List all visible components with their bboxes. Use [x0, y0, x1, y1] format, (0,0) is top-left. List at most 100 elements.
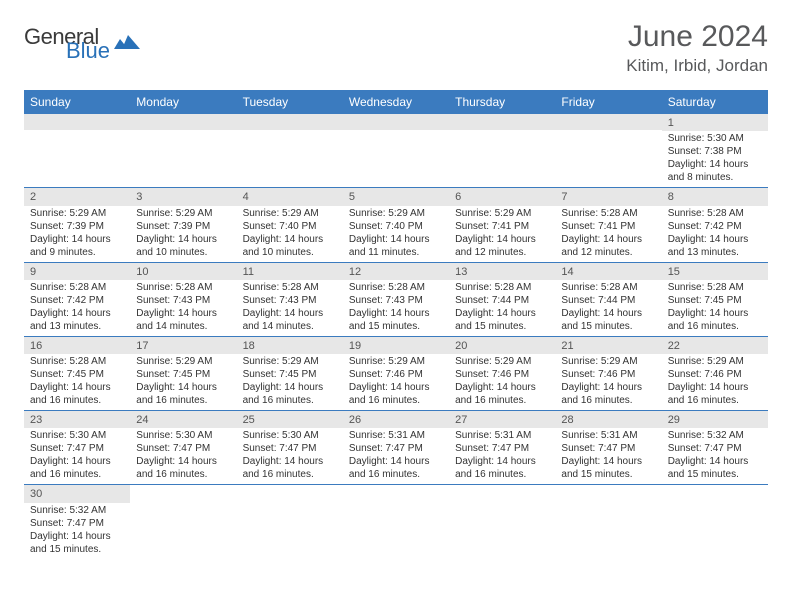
sunset-text: Sunset: 7:43 PM [136, 294, 230, 307]
day-number: 17 [130, 337, 236, 354]
day-cell: 9Sunrise: 5:28 AMSunset: 7:42 PMDaylight… [24, 263, 130, 336]
sunset-text: Sunset: 7:47 PM [455, 442, 549, 455]
day-number: 12 [343, 263, 449, 280]
sunset-text: Sunset: 7:47 PM [349, 442, 443, 455]
weekday-label: Tuesday [237, 90, 343, 114]
sunset-text: Sunset: 7:40 PM [243, 220, 337, 233]
day-cell [237, 485, 343, 558]
day-number [662, 485, 768, 501]
day-cell: 5Sunrise: 5:29 AMSunset: 7:40 PMDaylight… [343, 188, 449, 261]
day-cell: 25Sunrise: 5:30 AMSunset: 7:47 PMDayligh… [237, 411, 343, 484]
sunset-text: Sunset: 7:44 PM [455, 294, 549, 307]
day-cell: 16Sunrise: 5:28 AMSunset: 7:45 PMDayligh… [24, 337, 130, 410]
sunrise-text: Sunrise: 5:32 AM [668, 429, 762, 442]
day-details [449, 501, 555, 549]
week-row: 2Sunrise: 5:29 AMSunset: 7:39 PMDaylight… [24, 188, 768, 262]
day-cell: 19Sunrise: 5:29 AMSunset: 7:46 PMDayligh… [343, 337, 449, 410]
day-cell [449, 485, 555, 558]
day-number: 2 [24, 188, 130, 205]
daylight-text: Daylight: 14 hours and 16 minutes. [668, 307, 762, 333]
sunset-text: Sunset: 7:47 PM [561, 442, 655, 455]
daylight-text: Daylight: 14 hours and 14 minutes. [243, 307, 337, 333]
sunrise-text: Sunrise: 5:28 AM [243, 281, 337, 294]
day-details: Sunrise: 5:28 AMSunset: 7:45 PMDaylight:… [24, 354, 130, 410]
day-number: 21 [555, 337, 661, 354]
sunset-text: Sunset: 7:47 PM [30, 517, 124, 530]
day-cell [130, 114, 236, 187]
day-details: Sunrise: 5:28 AMSunset: 7:45 PMDaylight:… [662, 280, 768, 336]
day-cell [662, 485, 768, 558]
daylight-text: Daylight: 14 hours and 16 minutes. [668, 381, 762, 407]
day-cell: 15Sunrise: 5:28 AMSunset: 7:45 PMDayligh… [662, 263, 768, 336]
sunset-text: Sunset: 7:42 PM [30, 294, 124, 307]
day-cell: 4Sunrise: 5:29 AMSunset: 7:40 PMDaylight… [237, 188, 343, 261]
daylight-text: Daylight: 14 hours and 10 minutes. [243, 233, 337, 259]
daylight-text: Daylight: 14 hours and 16 minutes. [136, 455, 230, 481]
daylight-text: Daylight: 14 hours and 16 minutes. [30, 381, 124, 407]
weekday-label: Thursday [449, 90, 555, 114]
day-details: Sunrise: 5:29 AMSunset: 7:40 PMDaylight:… [237, 206, 343, 262]
day-number [343, 485, 449, 501]
daylight-text: Daylight: 14 hours and 16 minutes. [30, 455, 124, 481]
day-cell: 20Sunrise: 5:29 AMSunset: 7:46 PMDayligh… [449, 337, 555, 410]
day-number [130, 485, 236, 501]
sunset-text: Sunset: 7:47 PM [668, 442, 762, 455]
day-cell [130, 485, 236, 558]
sunrise-text: Sunrise: 5:30 AM [243, 429, 337, 442]
day-details [24, 130, 130, 178]
sunset-text: Sunset: 7:43 PM [243, 294, 337, 307]
day-number [449, 485, 555, 501]
day-details [343, 501, 449, 549]
day-details: Sunrise: 5:28 AMSunset: 7:44 PMDaylight:… [449, 280, 555, 336]
day-number: 28 [555, 411, 661, 428]
day-cell [555, 114, 661, 187]
sunrise-text: Sunrise: 5:29 AM [349, 207, 443, 220]
day-details [343, 130, 449, 178]
sunset-text: Sunset: 7:45 PM [136, 368, 230, 381]
day-cell: 29Sunrise: 5:32 AMSunset: 7:47 PMDayligh… [662, 411, 768, 484]
day-details: Sunrise: 5:29 AMSunset: 7:41 PMDaylight:… [449, 206, 555, 262]
week-row: 16Sunrise: 5:28 AMSunset: 7:45 PMDayligh… [24, 337, 768, 411]
daylight-text: Daylight: 14 hours and 10 minutes. [136, 233, 230, 259]
sunset-text: Sunset: 7:47 PM [136, 442, 230, 455]
daylight-text: Daylight: 14 hours and 15 minutes. [30, 530, 124, 556]
day-cell: 3Sunrise: 5:29 AMSunset: 7:39 PMDaylight… [130, 188, 236, 261]
daylight-text: Daylight: 14 hours and 9 minutes. [30, 233, 124, 259]
daylight-text: Daylight: 14 hours and 8 minutes. [668, 158, 762, 184]
day-number: 30 [24, 485, 130, 502]
day-details: Sunrise: 5:32 AMSunset: 7:47 PMDaylight:… [24, 503, 130, 559]
day-number [237, 485, 343, 501]
day-cell [343, 114, 449, 187]
day-number: 14 [555, 263, 661, 280]
daylight-text: Daylight: 14 hours and 16 minutes. [455, 455, 549, 481]
sunset-text: Sunset: 7:45 PM [243, 368, 337, 381]
sunrise-text: Sunrise: 5:28 AM [30, 355, 124, 368]
sunset-text: Sunset: 7:40 PM [349, 220, 443, 233]
day-cell: 24Sunrise: 5:30 AMSunset: 7:47 PMDayligh… [130, 411, 236, 484]
day-details: Sunrise: 5:29 AMSunset: 7:40 PMDaylight:… [343, 206, 449, 262]
sunset-text: Sunset: 7:46 PM [455, 368, 549, 381]
sunrise-text: Sunrise: 5:28 AM [561, 281, 655, 294]
day-details: Sunrise: 5:28 AMSunset: 7:42 PMDaylight:… [24, 280, 130, 336]
day-cell [555, 485, 661, 558]
day-details: Sunrise: 5:29 AMSunset: 7:45 PMDaylight:… [237, 354, 343, 410]
brand-sub: Blue [66, 40, 110, 62]
day-details: Sunrise: 5:28 AMSunset: 7:41 PMDaylight:… [555, 206, 661, 262]
day-cell: 1Sunrise: 5:30 AMSunset: 7:38 PMDaylight… [662, 114, 768, 187]
day-number [449, 114, 555, 130]
day-details [662, 501, 768, 549]
weekday-header-row: Sunday Monday Tuesday Wednesday Thursday… [24, 90, 768, 114]
day-cell [237, 114, 343, 187]
day-details: Sunrise: 5:29 AMSunset: 7:46 PMDaylight:… [555, 354, 661, 410]
sunset-text: Sunset: 7:39 PM [30, 220, 124, 233]
daylight-text: Daylight: 14 hours and 16 minutes. [455, 381, 549, 407]
daylight-text: Daylight: 14 hours and 14 minutes. [136, 307, 230, 333]
sunrise-text: Sunrise: 5:28 AM [455, 281, 549, 294]
weekday-label: Wednesday [343, 90, 449, 114]
day-details: Sunrise: 5:31 AMSunset: 7:47 PMDaylight:… [555, 428, 661, 484]
daylight-text: Daylight: 14 hours and 16 minutes. [136, 381, 230, 407]
daylight-text: Daylight: 14 hours and 15 minutes. [668, 455, 762, 481]
day-number: 1 [662, 114, 768, 131]
day-number: 22 [662, 337, 768, 354]
day-details: Sunrise: 5:28 AMSunset: 7:44 PMDaylight:… [555, 280, 661, 336]
